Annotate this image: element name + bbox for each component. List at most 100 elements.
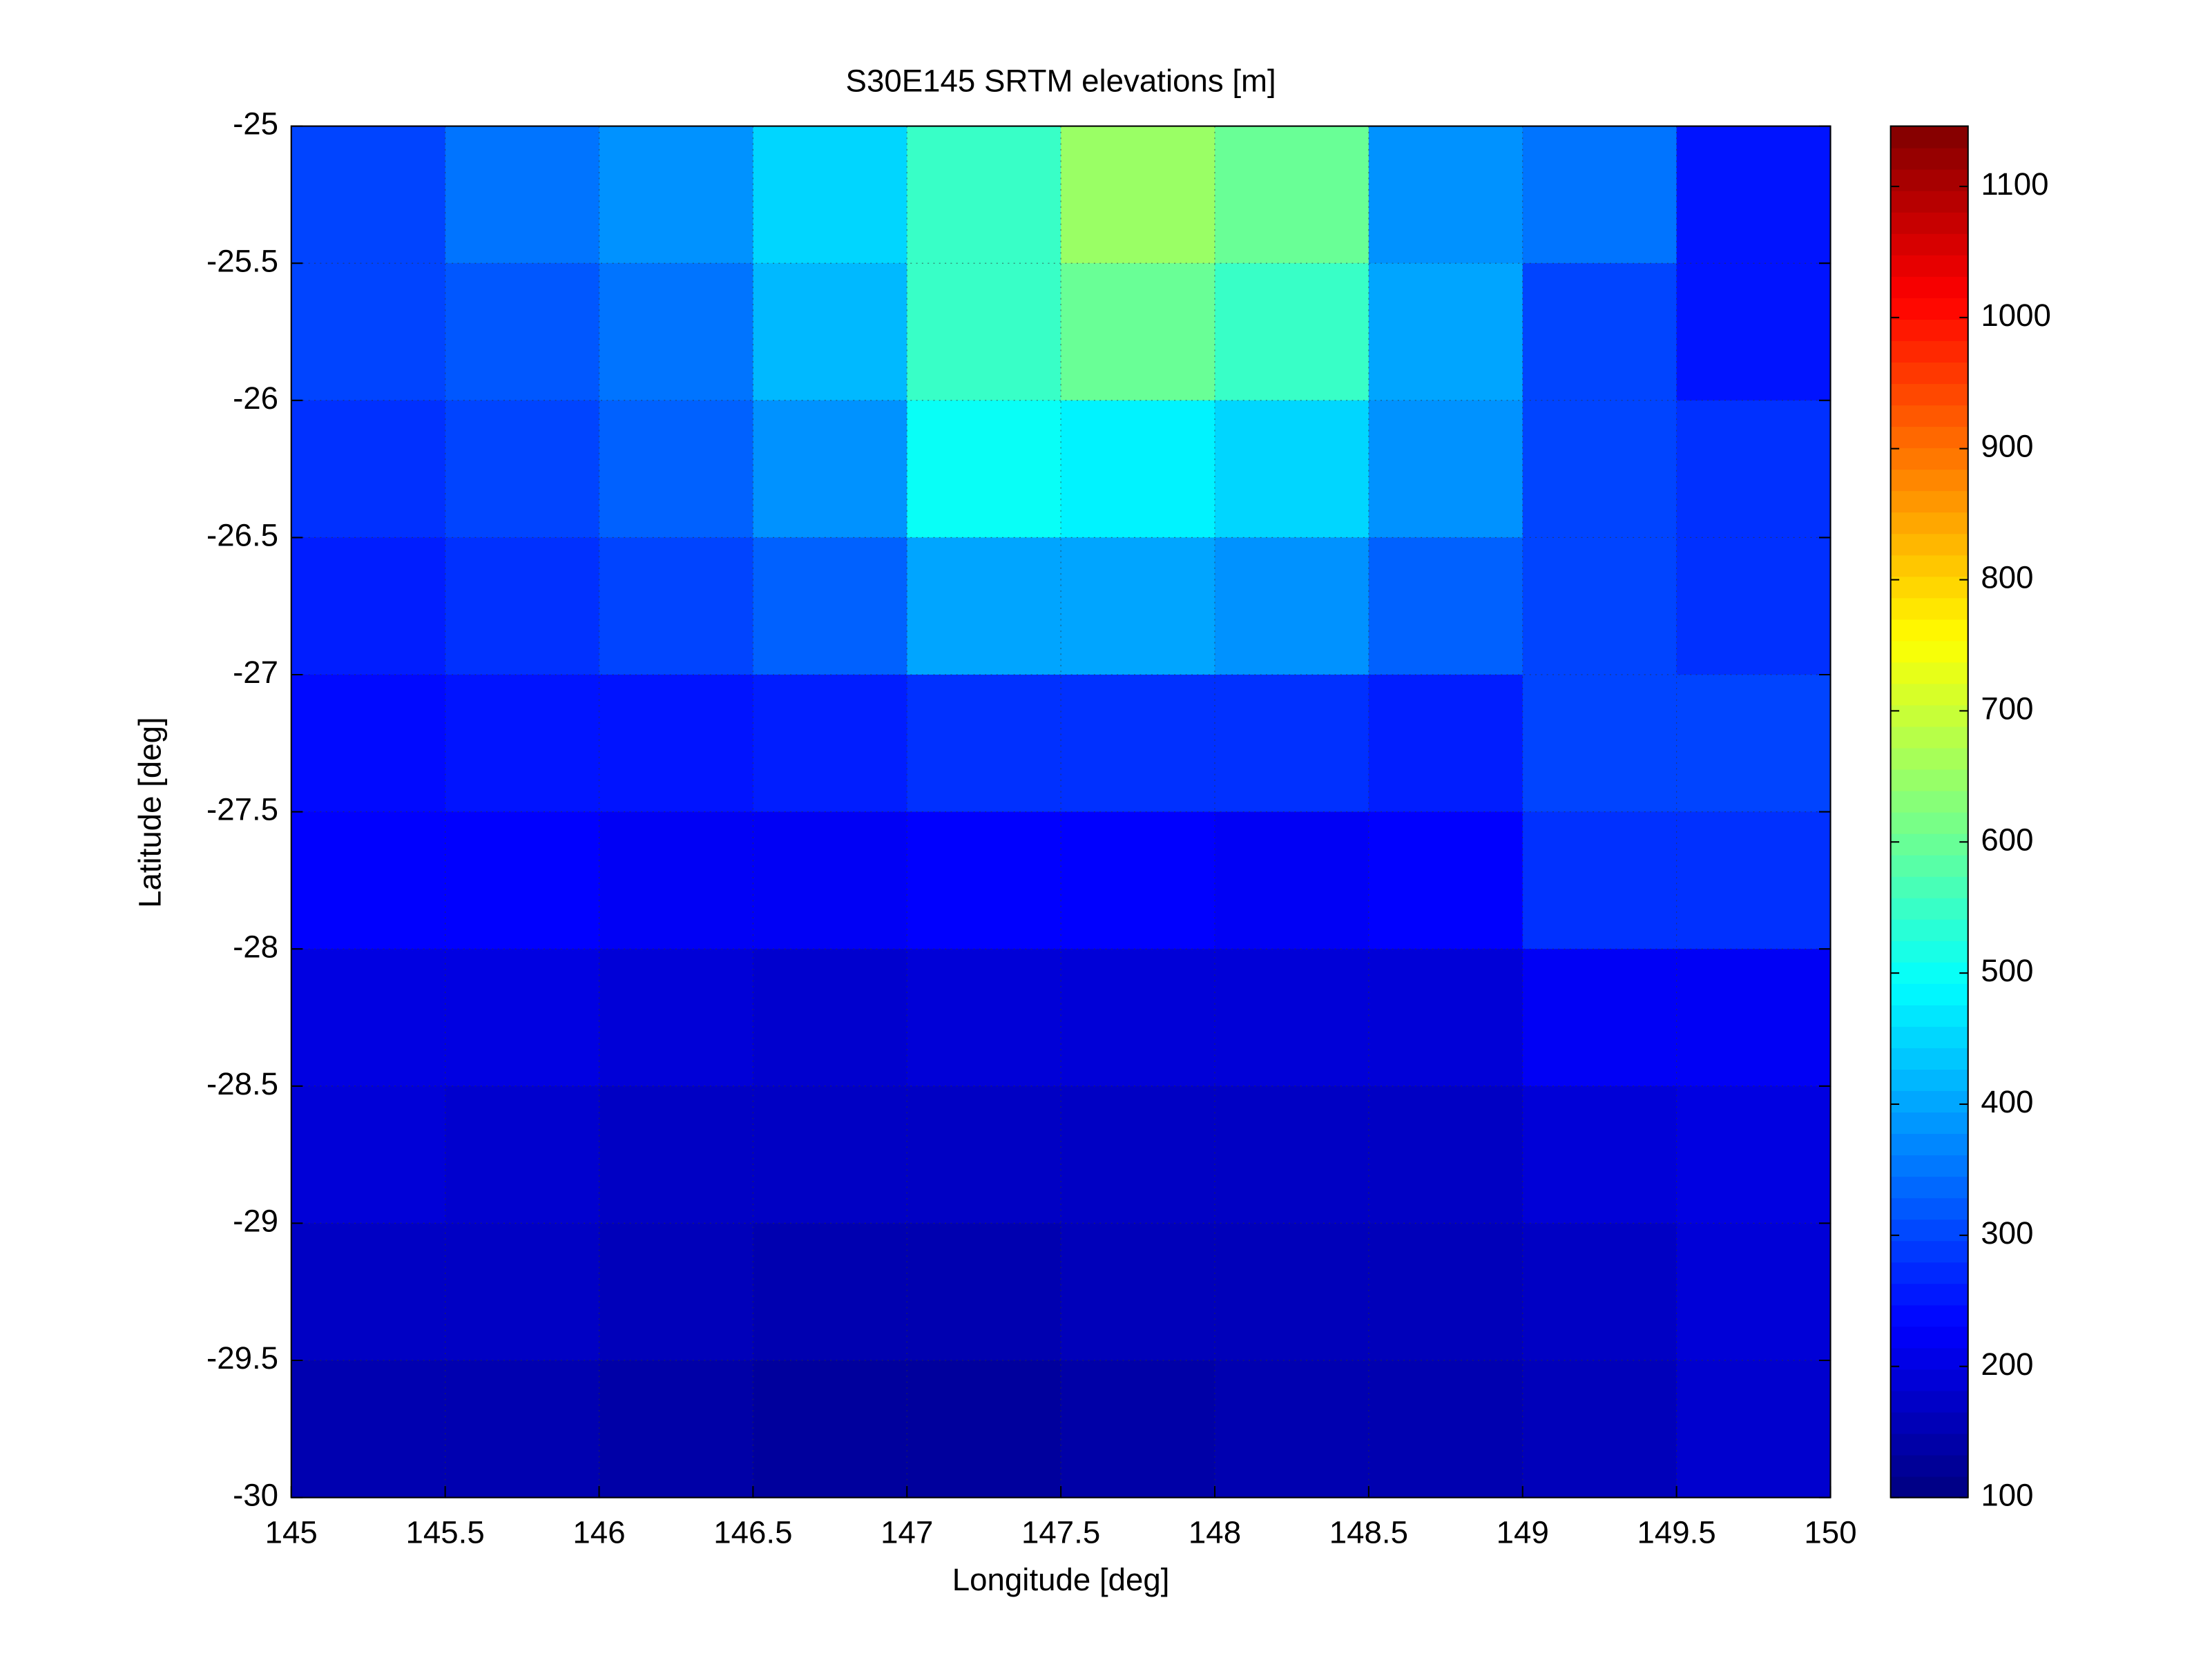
colorbar-band — [1890, 790, 1968, 813]
colorbar-band — [1890, 1262, 1968, 1284]
chart-title: S30E145 SRTM elevations [m] — [846, 63, 1276, 98]
heatmap-cell — [445, 949, 600, 1087]
heatmap-cell — [291, 1223, 446, 1362]
heatmap-cell — [1061, 675, 1216, 813]
heatmap-cell — [291, 126, 446, 264]
heatmap-cell — [907, 675, 1062, 813]
heatmap-cell — [1215, 811, 1369, 950]
colorbar-band — [1890, 1004, 1968, 1027]
heatmap-cell — [445, 537, 600, 676]
heatmap-cell — [1061, 400, 1216, 539]
colorbar-band — [1890, 383, 1968, 406]
heatmap-cell — [1215, 675, 1369, 813]
colorbar-band — [1890, 340, 1968, 363]
colorbar-band — [1890, 1025, 1968, 1048]
colorbar-band — [1890, 619, 1968, 642]
colorbar-band — [1890, 1068, 1968, 1092]
heatmap-cell — [599, 1086, 754, 1224]
y-tick-label: -25.5 — [206, 243, 278, 278]
colorbar-band — [1890, 211, 1968, 234]
heatmap-cell — [291, 537, 446, 676]
heatmap-cell — [599, 675, 754, 813]
heatmap-cell — [1522, 675, 1677, 813]
heatmap-cell — [1676, 126, 1831, 264]
heatmap-cell — [599, 1360, 754, 1498]
colorbar-band — [1890, 1176, 1968, 1199]
y-tick-label: -28 — [233, 929, 278, 964]
heatmap-cell — [599, 811, 754, 950]
heatmap-cell — [599, 400, 754, 539]
y-tick-label: -27.5 — [206, 792, 278, 827]
colorbar-band — [1890, 1454, 1968, 1477]
colorbar-band — [1890, 555, 1968, 577]
colorbar-frame — [1889, 125, 1969, 1498]
x-tick-label: 149 — [1497, 1515, 1549, 1550]
heatmap-cell — [907, 263, 1062, 401]
heatmap-cell — [907, 537, 1062, 676]
x-tick-label: 148 — [1189, 1515, 1241, 1550]
heatmap-cell — [1215, 949, 1369, 1087]
colorbar-band — [1890, 1283, 1968, 1306]
colorbar-band — [1890, 1476, 1968, 1498]
heatmap-cell — [1522, 400, 1677, 539]
colorbar-tick-label: 500 — [1981, 953, 2033, 988]
heatmap-cell — [753, 537, 908, 676]
x-tick-label: 146 — [573, 1515, 625, 1550]
heatmap-cell — [1522, 811, 1677, 950]
colorbar-tick-label: 1000 — [1981, 298, 2051, 333]
colorbar-band — [1890, 1433, 1968, 1456]
heatmap-cell — [753, 126, 908, 264]
colorbar-tick-label: 800 — [1981, 560, 2033, 595]
heatmap-cell — [753, 811, 908, 950]
colorbar-band — [1890, 147, 1968, 170]
heatmap-cell — [291, 1360, 446, 1498]
heatmap-cell — [445, 126, 600, 264]
heatmap-cell — [445, 811, 600, 950]
heatmap-cell — [1522, 537, 1677, 676]
heatmap-cell — [1522, 1360, 1677, 1498]
heatmap-cell — [1368, 675, 1523, 813]
heatmap-cell — [1368, 537, 1523, 676]
colorbar-band — [1890, 1326, 1968, 1349]
colorbar-band — [1890, 897, 1968, 920]
heatmap-cell — [1061, 263, 1216, 401]
heatmap-cell — [1676, 949, 1831, 1087]
heatmap-cell — [291, 675, 446, 813]
colorbar-band — [1890, 1047, 1968, 1070]
heatmap-cell — [291, 949, 446, 1087]
heatmap-cell — [291, 1086, 446, 1224]
heatmap-cell — [907, 811, 1062, 950]
colorbar-band — [1890, 1155, 1968, 1177]
colorbar-tick-label: 200 — [1981, 1347, 2033, 1382]
heatmap-cell — [753, 1086, 908, 1224]
colorbar-band — [1890, 426, 1968, 449]
colorbar-tick-label: 100 — [1981, 1478, 2033, 1513]
x-tick-label: 146.5 — [713, 1515, 792, 1550]
colorbar-band — [1890, 318, 1968, 341]
heatmap-cell — [1061, 949, 1216, 1087]
heatmap-cell — [1061, 811, 1216, 950]
colorbar-band — [1890, 576, 1968, 599]
heatmap-cell — [445, 675, 600, 813]
y-tick-label: -25 — [233, 106, 278, 142]
colorbar-band — [1890, 876, 1968, 898]
heatmap-cell — [445, 400, 600, 539]
heatmap-cell — [1676, 1086, 1831, 1224]
colorbar-band — [1890, 512, 1968, 534]
heatmap-cell — [1215, 1360, 1369, 1498]
heatmap-cell — [1061, 537, 1216, 676]
heatmap-cell — [753, 675, 908, 813]
heatmap-cell — [1061, 1223, 1216, 1362]
colorbar-band — [1890, 1197, 1968, 1220]
heatmap-cell — [291, 400, 446, 539]
y-tick-label: -30 — [233, 1478, 278, 1513]
colorbar-band — [1890, 1347, 1968, 1370]
heatmap-cell — [1368, 949, 1523, 1087]
heatmap-cell — [291, 263, 446, 401]
colorbar-band — [1890, 276, 1968, 298]
heatmap-cell — [445, 1223, 600, 1362]
y-tick-label: -27 — [233, 655, 278, 690]
colorbar-tick-label: 600 — [1981, 822, 2033, 857]
